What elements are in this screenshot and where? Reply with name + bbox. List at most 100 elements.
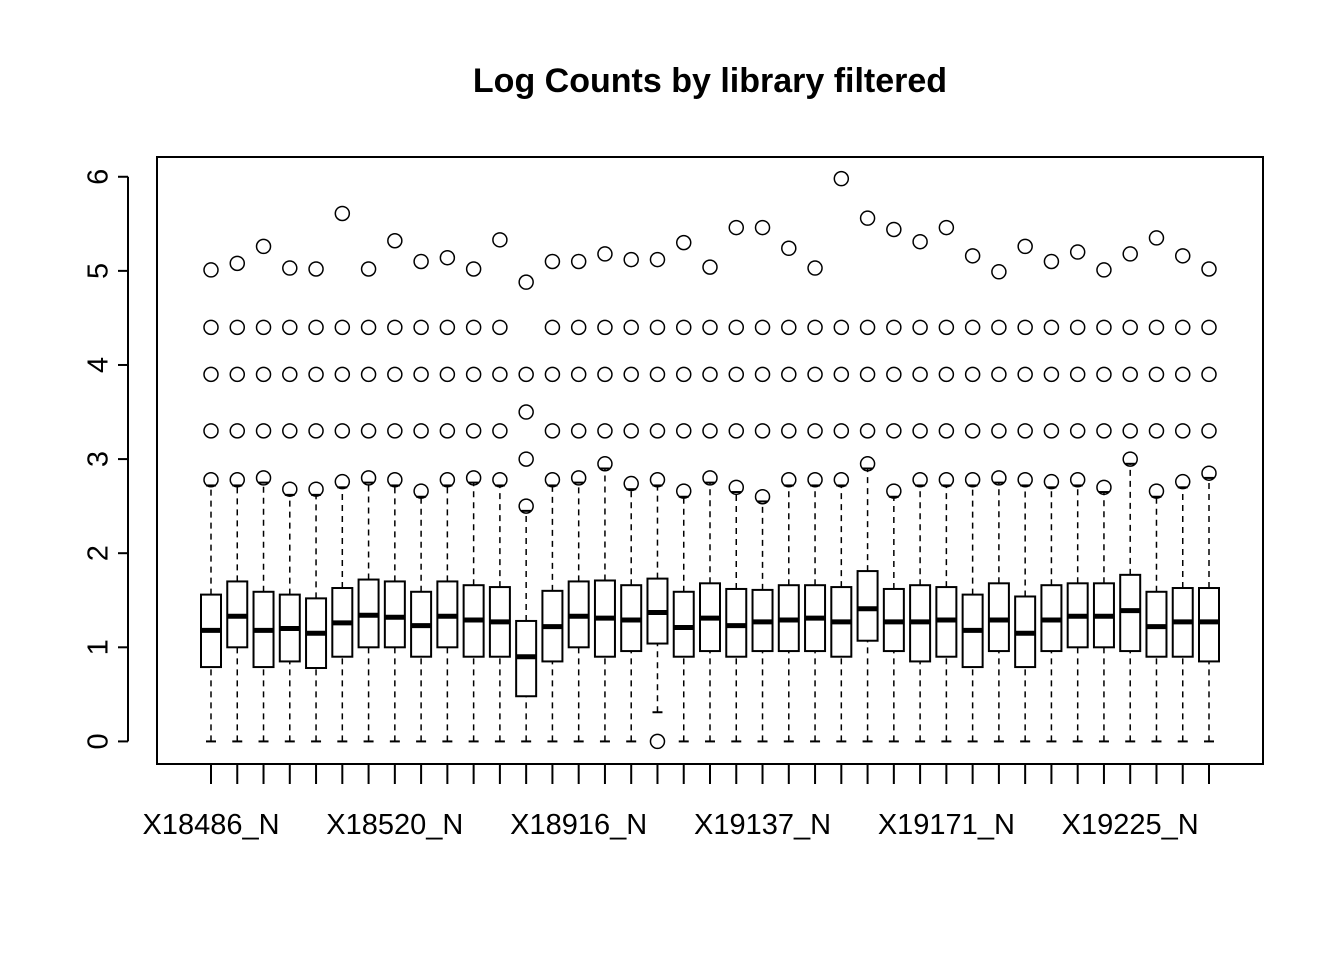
outlier — [728, 319, 745, 336]
outlier — [413, 483, 429, 499]
x-tick-label: X18520_N — [326, 809, 463, 841]
outlier — [781, 319, 797, 336]
outlier — [859, 366, 876, 383]
outlier — [544, 253, 561, 270]
outlier — [1096, 479, 1112, 496]
outlier — [833, 366, 850, 383]
box — [856, 570, 879, 642]
outlier — [833, 319, 850, 336]
outlier — [1096, 262, 1112, 278]
outlier — [912, 233, 928, 250]
outlier — [518, 498, 534, 514]
outlier — [1174, 319, 1191, 336]
outlier — [465, 319, 482, 336]
outlier — [203, 262, 219, 278]
outlier — [1043, 253, 1060, 270]
outlier — [203, 472, 219, 488]
outlier — [1043, 423, 1060, 439]
outlier — [1017, 238, 1033, 255]
outlier — [465, 470, 482, 486]
outlier — [518, 451, 534, 467]
outlier — [203, 319, 219, 336]
outlier — [1174, 248, 1191, 264]
outlier — [308, 366, 324, 383]
outlier — [991, 470, 1007, 486]
outlier — [413, 423, 429, 439]
outlier — [334, 205, 351, 222]
outlier — [334, 366, 351, 383]
outlier — [1148, 319, 1165, 336]
outlier — [702, 423, 718, 439]
outlier — [282, 319, 298, 336]
outlier — [702, 366, 718, 383]
outlier — [360, 470, 377, 486]
outlier — [229, 423, 246, 439]
outlier — [728, 219, 745, 236]
outlier — [1043, 366, 1060, 383]
outlier — [912, 319, 928, 336]
outlier — [518, 274, 534, 290]
outlier — [833, 423, 850, 439]
outlier — [439, 249, 456, 266]
outlier — [859, 319, 876, 336]
outlier — [1043, 319, 1060, 336]
outlier — [1069, 472, 1086, 488]
outlier — [203, 423, 219, 439]
outlier — [360, 319, 377, 336]
y-tick-label: 6 — [83, 169, 115, 185]
outlier — [807, 423, 823, 439]
outlier — [807, 319, 823, 336]
outlier — [833, 472, 850, 488]
outlier — [964, 472, 981, 488]
outlier — [570, 319, 587, 336]
outlier — [1043, 473, 1060, 490]
outlier — [886, 483, 902, 499]
y-tick-label: 0 — [83, 733, 115, 749]
outlier — [255, 423, 272, 439]
outlier — [938, 423, 955, 439]
outlier — [886, 366, 902, 383]
outlier — [1122, 451, 1138, 467]
outlier — [492, 472, 508, 488]
outlier — [623, 475, 639, 492]
outlier — [387, 423, 403, 439]
outlier — [807, 472, 823, 488]
outlier — [675, 366, 692, 383]
outlier — [229, 319, 246, 336]
y-tick-label: 3 — [83, 451, 115, 467]
outlier — [1174, 423, 1191, 439]
outlier — [1148, 483, 1165, 499]
outlier — [623, 319, 639, 336]
outlier — [781, 366, 797, 383]
outlier — [912, 472, 928, 488]
outlier — [255, 366, 272, 383]
outlier — [413, 366, 429, 383]
outlier — [1122, 319, 1138, 336]
outlier — [570, 366, 587, 383]
outlier — [623, 423, 639, 439]
outlier — [649, 733, 666, 750]
outlier — [649, 472, 666, 488]
outlier — [255, 470, 272, 486]
outlier — [964, 248, 981, 264]
outlier — [413, 253, 429, 270]
outlier — [964, 366, 981, 383]
outlier — [1201, 423, 1217, 439]
outlier — [1069, 319, 1086, 336]
outlier — [439, 472, 456, 488]
outlier — [1017, 423, 1033, 439]
outlier — [387, 366, 403, 383]
outlier — [308, 423, 324, 439]
outlier — [702, 470, 718, 486]
outlier — [991, 366, 1007, 383]
outlier — [964, 319, 981, 336]
outlier — [1096, 366, 1112, 383]
outlier — [623, 366, 639, 383]
outlier — [1174, 366, 1191, 383]
outlier — [649, 251, 666, 268]
outlier — [991, 423, 1007, 439]
outlier — [781, 472, 797, 488]
outlier — [465, 366, 482, 383]
outlier — [1201, 319, 1217, 336]
outlier — [702, 319, 718, 336]
